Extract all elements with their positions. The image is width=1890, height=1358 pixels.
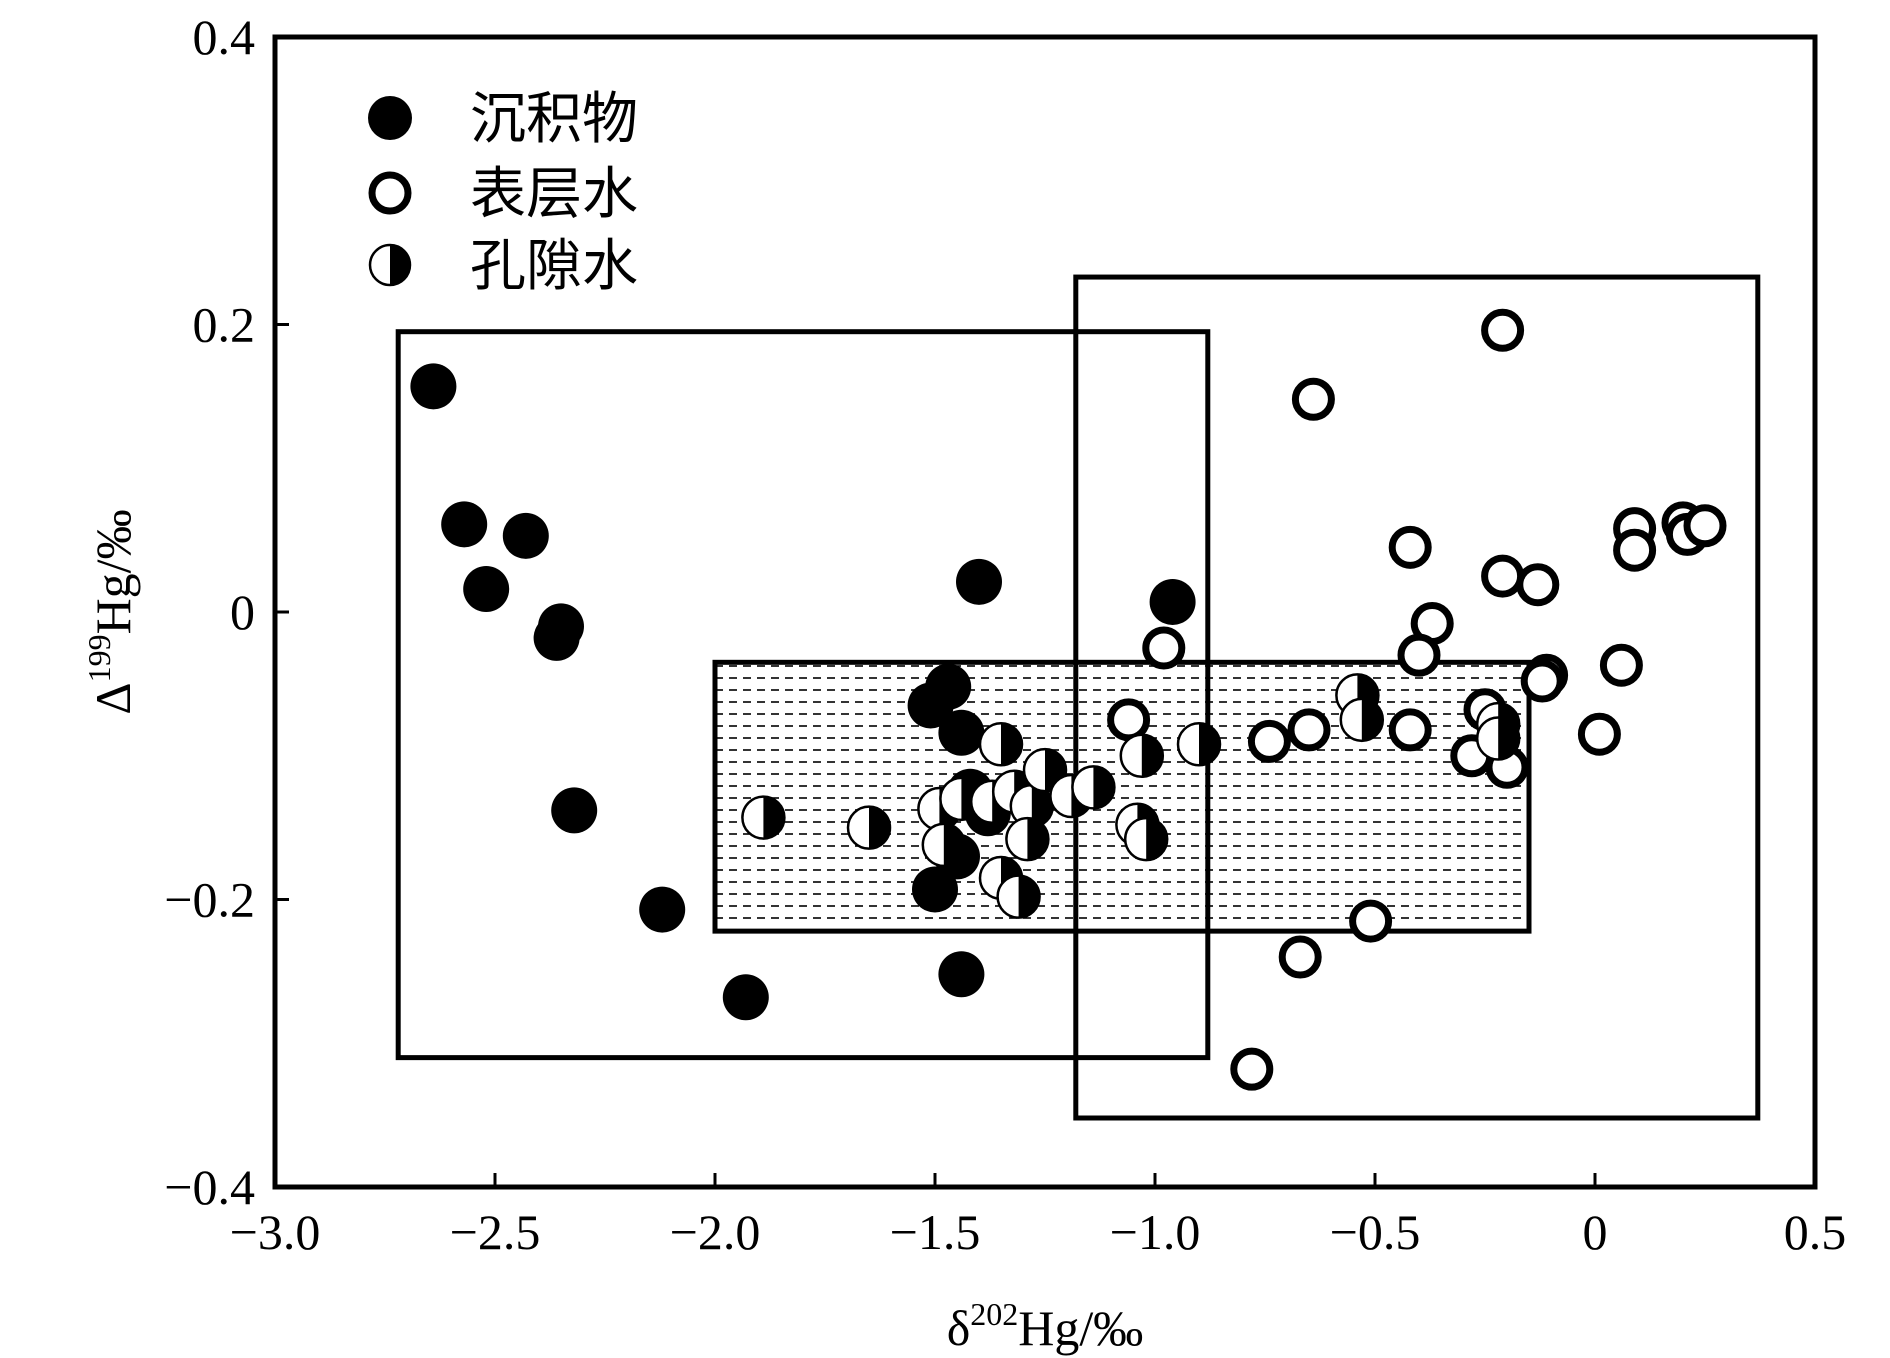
legend-marker-open bbox=[368, 171, 412, 215]
axis-ticks: −3.0 −2.5 −2.0 −1.5 −1.0 −0.5 0 0.5 −0.4 −0.2 0 0.2… bbox=[164, 9, 1846, 1260]
pore-water-point-half bbox=[943, 823, 965, 866]
pore-water-point bbox=[1176, 722, 1222, 767]
y-tick-label: 0.4 bbox=[193, 9, 256, 65]
pore-water-point bbox=[996, 874, 1041, 919]
surface-water-point bbox=[1291, 377, 1335, 421]
y-tick-label: 0.2 bbox=[193, 297, 256, 353]
pore-water-point bbox=[1123, 816, 1169, 862]
sediment-point bbox=[441, 501, 488, 548]
surface-water-point bbox=[1107, 698, 1151, 742]
surface-water-point bbox=[1278, 935, 1322, 979]
surface-water-point bbox=[1388, 525, 1432, 569]
y-axis-title: Δ199Hg/‰ bbox=[81, 509, 141, 714]
legend-item-pore-water: 孔隙水 bbox=[368, 234, 638, 299]
pore-water-point-half bbox=[1141, 734, 1163, 777]
pore-water-point bbox=[1119, 733, 1165, 778]
legend-marker-filled bbox=[368, 96, 412, 140]
pore-water-point bbox=[1071, 765, 1116, 810]
pore-water-point bbox=[846, 805, 892, 850]
pore-water-point-half bbox=[1146, 818, 1168, 861]
surface-water-point bbox=[1481, 554, 1525, 598]
surface-water-point bbox=[1520, 659, 1564, 703]
surface-water-point bbox=[1349, 899, 1393, 943]
sediment-point bbox=[722, 974, 769, 1021]
pore-water-point-half bbox=[1027, 818, 1049, 861]
x-tick-label: −3.0 bbox=[230, 1204, 321, 1260]
x-tick-label: −2.0 bbox=[670, 1204, 761, 1260]
sediment-point bbox=[463, 566, 510, 612]
surface-water-point bbox=[1481, 308, 1525, 352]
x-tick-label: 0.5 bbox=[1784, 1204, 1847, 1260]
pore-water-point bbox=[978, 722, 1024, 767]
surface-water-point bbox=[1683, 504, 1727, 548]
y-axis-title-sup: 199 bbox=[81, 634, 117, 682]
sediment-point bbox=[639, 886, 686, 933]
sediment-point bbox=[1149, 578, 1196, 625]
sediment-point bbox=[533, 614, 580, 661]
y-tick-label: −0.2 bbox=[164, 872, 255, 928]
x-tick-label: −0.5 bbox=[1330, 1204, 1421, 1260]
pore-water-point-half bbox=[1001, 723, 1022, 766]
pore-water-point-half bbox=[1093, 766, 1115, 809]
pore-water-point-half bbox=[869, 806, 891, 849]
pore-water-point bbox=[741, 795, 786, 840]
x-axis-title-prefix: δ bbox=[947, 1300, 971, 1356]
x-tick-label: −1.0 bbox=[1110, 1204, 1201, 1260]
pore-water-point bbox=[1022, 747, 1068, 793]
surface-water-point bbox=[1613, 528, 1657, 572]
surface-water-point bbox=[1142, 626, 1186, 670]
pore-water-point-half bbox=[1361, 698, 1383, 741]
surface-water-point bbox=[1599, 643, 1643, 687]
sediment-point bbox=[502, 512, 549, 559]
data-points bbox=[410, 308, 1727, 1091]
legend-label-surface-water: 表层水 bbox=[470, 162, 638, 227]
y-tick-label: −0.4 bbox=[164, 1159, 255, 1215]
surface-water-point bbox=[1397, 633, 1441, 677]
pore-water-point bbox=[1339, 697, 1385, 743]
x-tick-label: −1.5 bbox=[890, 1204, 981, 1260]
x-tick-label: 0 bbox=[1583, 1204, 1608, 1260]
legend-label-pore-water: 孔隙水 bbox=[470, 234, 638, 299]
surface-water-point bbox=[1287, 708, 1331, 752]
legend-item-sediment: 沉积物 bbox=[368, 87, 638, 152]
pore-water-point-half bbox=[1199, 723, 1220, 766]
surface-water-point bbox=[1247, 719, 1291, 763]
pore-water-point bbox=[1005, 816, 1050, 862]
sediment-point bbox=[938, 951, 985, 998]
surface-water-point bbox=[1516, 563, 1560, 607]
sediment-point bbox=[956, 558, 1002, 605]
y-tick-label: 0 bbox=[230, 584, 255, 640]
pore-water-point-half bbox=[1018, 875, 1040, 918]
legend-item-surface-water: 表层水 bbox=[368, 162, 638, 227]
sediment-point bbox=[907, 682, 954, 729]
pore-water-point bbox=[1475, 716, 1521, 761]
legend: 沉积物 表层水 孔隙水 bbox=[368, 87, 638, 299]
surface-water-point bbox=[1230, 1047, 1274, 1091]
x-tick-label: −2.5 bbox=[450, 1204, 541, 1260]
sediment-point bbox=[410, 363, 457, 410]
pore-water-point-half bbox=[1498, 717, 1520, 760]
pore-water-point bbox=[921, 822, 967, 868]
pore-water-point-half bbox=[763, 796, 785, 839]
legend-marker-half-fill bbox=[390, 245, 410, 285]
sediment-point bbox=[551, 787, 598, 834]
sediment-point bbox=[938, 709, 985, 756]
surface-water-point bbox=[1577, 712, 1621, 756]
pore-water-point-half bbox=[1031, 785, 1053, 828]
x-axis-title-suffix: Hg/‰ bbox=[1018, 1300, 1143, 1356]
y-axis-title-suffix: Hg/‰ bbox=[85, 509, 141, 634]
sediment-point bbox=[912, 866, 958, 913]
surface-water-point bbox=[1388, 708, 1432, 752]
legend-label-sediment: 沉积物 bbox=[470, 87, 638, 152]
x-axis-title: δ202Hg/‰ bbox=[947, 1296, 1144, 1356]
x-axis-title-sup: 202 bbox=[970, 1296, 1018, 1332]
y-axis-title-prefix: Δ bbox=[85, 682, 141, 714]
